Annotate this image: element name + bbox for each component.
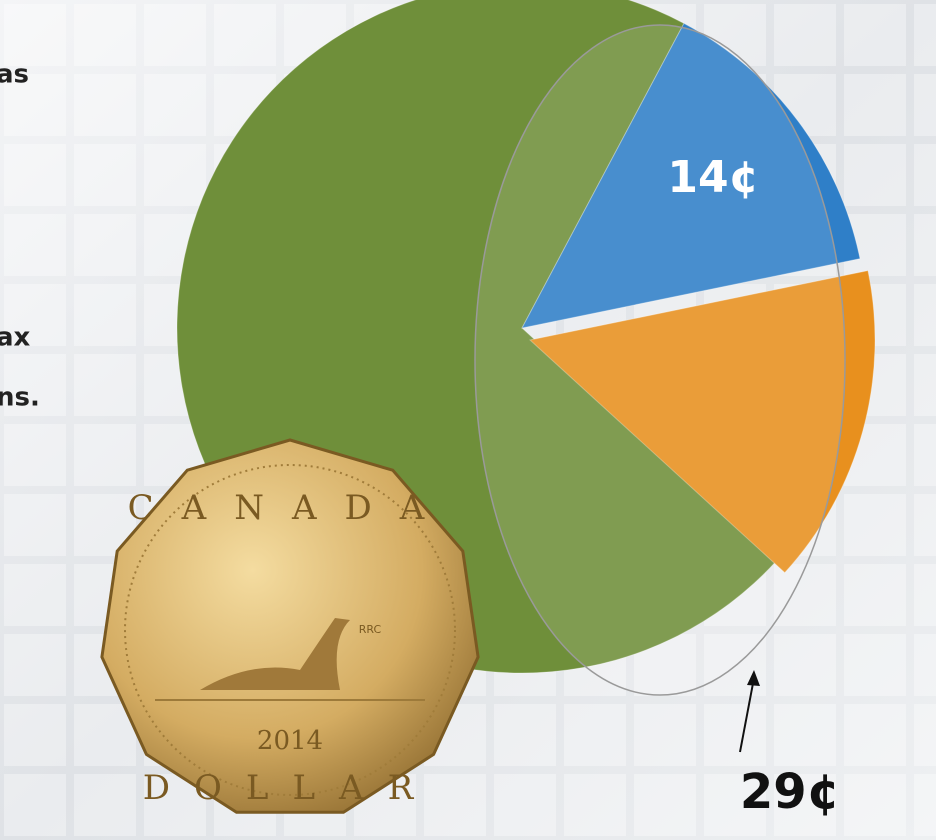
coin-mint: RRC bbox=[359, 623, 382, 636]
coin-country: CANADA bbox=[128, 488, 453, 528]
coin-denomination: DOLLAR bbox=[143, 768, 437, 808]
infographic: 14¢ 29¢ as ax ns. CANADA 2014 DOLLAR RRC bbox=[0, 0, 936, 840]
coin: CANADA 2014 DOLLAR RRC bbox=[102, 440, 478, 812]
highlight-ellipse bbox=[475, 25, 845, 695]
coin-year: 2014 bbox=[257, 726, 323, 756]
side-text: as bbox=[0, 60, 29, 90]
side-text: ax bbox=[0, 323, 31, 353]
annotation: 29¢ bbox=[740, 764, 840, 820]
side-text: ns. bbox=[0, 383, 40, 413]
